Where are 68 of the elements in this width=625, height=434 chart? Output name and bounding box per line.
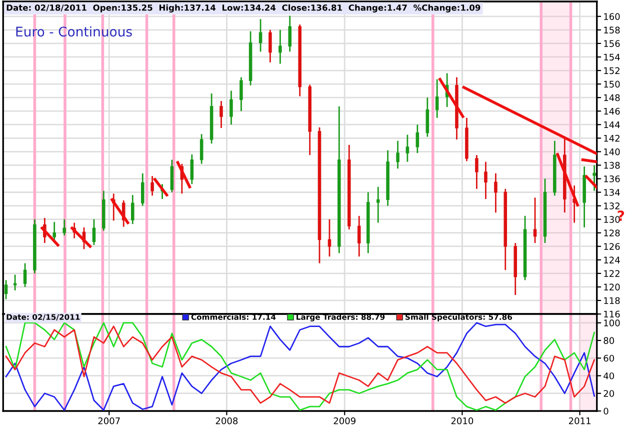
y-tick-label: 144 — [604, 121, 620, 128]
candlestick — [220, 100, 223, 129]
candlestick — [494, 172, 498, 214]
x-tick-label: 2007 — [98, 417, 120, 424]
candlestick — [13, 274, 17, 292]
candlestick — [4, 279, 8, 300]
candlestick — [200, 133, 204, 165]
y-tick-label: 80 — [604, 337, 614, 344]
candlestick — [62, 218, 66, 236]
annotation: Date: 02/18/2011 Open:135.25 High:137.14 Low:134.24 Close:136.81 Change:1.47 %Change:1.09 — [6, 4, 480, 12]
candlestick — [258, 18, 262, 52]
candlestick — [150, 175, 154, 196]
x-tick-label: 2009 — [334, 417, 356, 424]
y-tick-label: 118 — [604, 297, 620, 304]
y-tick-label: 134 — [604, 188, 620, 196]
x-tick-label: 2011 — [568, 417, 590, 424]
y-tick-label: 100 — [604, 320, 620, 326]
candlestick — [278, 29, 282, 64]
candlestick — [52, 221, 56, 242]
candlestick — [435, 78, 439, 119]
candlestick — [533, 196, 537, 244]
y-tick-label: 116 — [604, 310, 620, 318]
candlestick — [406, 134, 410, 163]
candlestick — [475, 154, 478, 190]
y-tick-label: 152 — [604, 67, 620, 74]
y-tick-label: 136 — [604, 175, 620, 182]
candlestick — [416, 124, 420, 154]
candlestick — [592, 164, 596, 192]
y-tick-label: 130 — [604, 216, 620, 223]
y-tick-label: 148 — [604, 94, 620, 102]
y-tick-label: 158 — [604, 26, 620, 34]
candlestick — [376, 186, 380, 224]
candlestick — [130, 194, 134, 225]
y-tick-label: 156 — [604, 40, 620, 48]
text: ? — [618, 210, 624, 221]
y-tick-label: 124 — [604, 256, 620, 264]
x-tick-label: 2008 — [216, 417, 238, 424]
y-tick-label: 132 — [604, 202, 620, 210]
candlestick — [170, 159, 174, 193]
candlestick — [288, 15, 292, 52]
y-tick-label: 146 — [604, 108, 620, 115]
y-tick-label: 126 — [604, 243, 620, 250]
candlestick — [230, 90, 233, 126]
y-tick-label: 20 — [604, 390, 614, 397]
y-tick-label: 120 — [604, 284, 620, 291]
candlestick — [140, 172, 144, 206]
x-tick-label: 2010 — [451, 417, 474, 424]
y-tick-label: 122 — [604, 270, 620, 277]
text: Euro - Continuous — [16, 26, 132, 37]
y-tick-label: 142 — [604, 134, 620, 142]
candlestick — [268, 29, 272, 64]
y-tick-label: 128 — [604, 230, 620, 236]
candlestick — [484, 161, 488, 200]
y-tick-label: 40 — [604, 372, 614, 380]
y-tick-label: 138 — [604, 162, 620, 169]
y-tick-label: 160 — [604, 13, 620, 20]
y-tick-label: 60 — [604, 354, 614, 362]
candlestick — [190, 154, 194, 185]
candlestick — [23, 262, 27, 288]
candlestick — [240, 76, 243, 112]
candlestick — [357, 215, 361, 258]
candlestick — [92, 218, 96, 246]
y-tick-label: 0 — [604, 408, 608, 415]
y-tick-label: 150 — [604, 80, 620, 88]
candlestick — [396, 140, 400, 170]
y-tick-label: 140 — [604, 148, 620, 156]
y-tick-label: 154 — [604, 54, 620, 61]
candlestick — [426, 96, 430, 138]
